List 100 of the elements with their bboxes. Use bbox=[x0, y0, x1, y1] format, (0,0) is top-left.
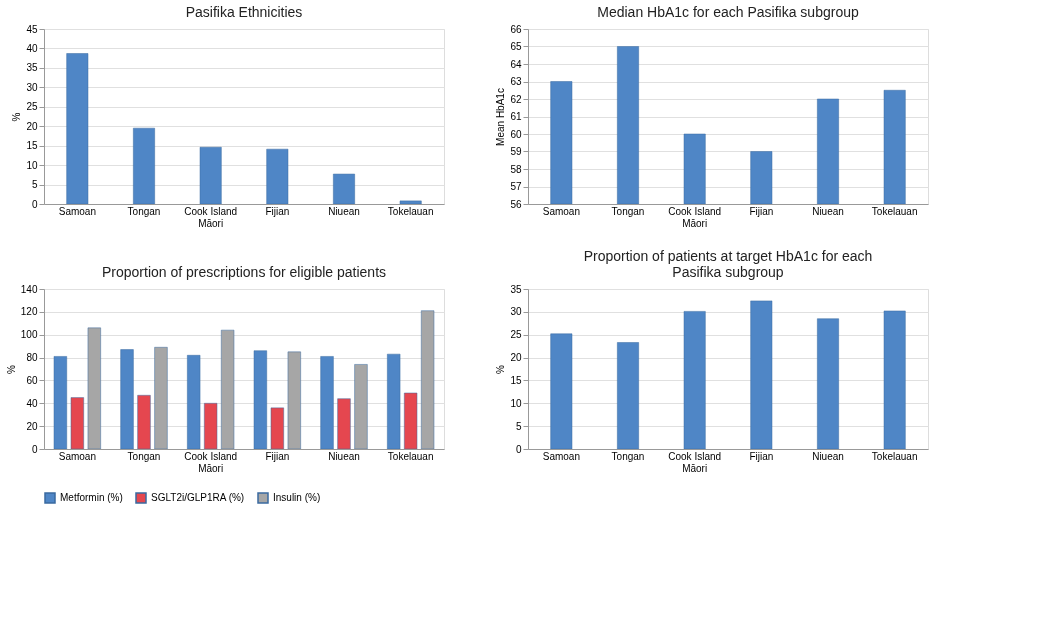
y-tick-label: 5 bbox=[515, 420, 522, 432]
bar bbox=[270, 407, 284, 449]
y-tick-label: 61 bbox=[510, 111, 522, 122]
y-tick-label: 57 bbox=[510, 181, 522, 192]
y-tick-label: 15 bbox=[26, 140, 38, 152]
y-axis-title: % bbox=[11, 112, 23, 122]
y-tick-label: 30 bbox=[510, 306, 522, 318]
x-tick-label: Niuean bbox=[812, 205, 844, 217]
x-tick-label: Fijian bbox=[265, 450, 290, 462]
x-tick-label: Niuean bbox=[328, 205, 360, 217]
bar bbox=[66, 53, 89, 204]
bar bbox=[750, 300, 773, 449]
bar bbox=[133, 127, 155, 204]
bar bbox=[253, 350, 267, 449]
legend-label: Metformin (%) bbox=[60, 492, 123, 503]
x-tick-label: Tokelauan bbox=[871, 450, 918, 462]
x-tick-label: Samoan bbox=[542, 450, 580, 462]
bar bbox=[187, 355, 201, 449]
x-tick-label: Tongan bbox=[127, 205, 161, 217]
y-tick-label: 59 bbox=[510, 146, 522, 157]
bar bbox=[221, 329, 235, 449]
x-tick-label: Fijian bbox=[749, 205, 774, 217]
y-tick-label: 80 bbox=[26, 352, 38, 364]
x-tick-label: Tokelauan bbox=[387, 205, 434, 217]
y-tick-label: 120 bbox=[20, 306, 38, 318]
chart-title: Pasifika Ethnicities bbox=[185, 4, 303, 20]
y-tick-label: 40 bbox=[26, 397, 38, 409]
y-tick-label: 64 bbox=[510, 58, 522, 70]
y-tick-label: 20 bbox=[510, 352, 522, 364]
bar bbox=[70, 397, 84, 449]
x-tick-label: Tongan bbox=[611, 205, 645, 217]
x-tick-label: Niuean bbox=[812, 450, 844, 462]
bar bbox=[266, 148, 289, 204]
y-tick-label: 20 bbox=[26, 120, 38, 132]
y-tick-label: 35 bbox=[510, 283, 522, 295]
bar bbox=[287, 351, 301, 449]
chart-title: Median HbA1c for each Pasifika subgroup bbox=[597, 4, 859, 20]
x-tick-label: Fijian bbox=[749, 450, 774, 462]
y-tick-label: 0 bbox=[515, 443, 522, 455]
y-tick-label: 58 bbox=[510, 163, 522, 175]
y-tick-label: 10 bbox=[26, 159, 38, 171]
x-tick-label: Tokelauan bbox=[387, 450, 434, 462]
bar bbox=[550, 333, 573, 449]
x-tick-label: Cook Island Māori bbox=[668, 450, 722, 474]
y-tick-label: 15 bbox=[510, 374, 522, 386]
y-axis-title: % bbox=[5, 364, 17, 374]
x-tick-label: Niuean bbox=[328, 450, 360, 462]
y-tick-label: 20 bbox=[26, 420, 38, 432]
bar bbox=[199, 146, 222, 204]
bar bbox=[683, 311, 706, 449]
bar bbox=[421, 310, 435, 449]
y-tick-label: 66 bbox=[510, 23, 522, 35]
x-tick-label: Samoan bbox=[58, 450, 96, 462]
x-tick-label: Samoan bbox=[542, 205, 580, 217]
bar bbox=[154, 347, 168, 449]
y-tick-label: 40 bbox=[26, 42, 38, 54]
x-tick-label: Samoan bbox=[58, 205, 96, 217]
bar bbox=[87, 327, 101, 449]
y-tick-label: 45 bbox=[26, 23, 38, 35]
bar bbox=[204, 403, 218, 449]
bar bbox=[354, 364, 368, 449]
y-tick-label: 62 bbox=[510, 93, 522, 105]
y-tick-label: 25 bbox=[26, 101, 38, 113]
chart-title: Proportion of prescriptions for eligible patients bbox=[101, 264, 387, 280]
y-tick-label: 60 bbox=[510, 128, 522, 140]
x-tick-label: Cook Island Māori bbox=[184, 450, 238, 474]
x-tick-label: Tongan bbox=[127, 450, 161, 462]
x-tick-label: Tokelauan bbox=[871, 205, 918, 217]
bar bbox=[387, 353, 401, 449]
legend-label: SGLT2i/GLP1RA (%) bbox=[151, 492, 245, 503]
y-tick-label: 140 bbox=[20, 283, 38, 295]
y-tick-label: 35 bbox=[26, 62, 38, 74]
y-tick-label: 100 bbox=[20, 329, 38, 341]
x-tick-label: Cook Island Māori bbox=[668, 205, 722, 229]
bar bbox=[137, 395, 151, 449]
bar bbox=[53, 356, 67, 449]
y-tick-label: 5 bbox=[31, 179, 38, 191]
bar bbox=[817, 318, 839, 449]
y-tick-label: 63 bbox=[510, 76, 522, 87]
y-tick-label: 56 bbox=[510, 198, 522, 210]
x-tick-label: Cook Island Māori bbox=[184, 205, 238, 229]
y-tick-label: 0 bbox=[31, 198, 38, 210]
bar bbox=[399, 200, 422, 204]
bar bbox=[320, 356, 334, 449]
chart-title: Proportion of patients at target HbA1c for each Pasifika subgroup bbox=[583, 248, 873, 280]
y-axis-title: % bbox=[495, 364, 507, 374]
bar bbox=[883, 310, 906, 449]
bar bbox=[333, 173, 355, 204]
legend-label: Insulin (%) bbox=[273, 492, 321, 503]
bar bbox=[617, 342, 639, 449]
bar bbox=[120, 349, 134, 449]
y-tick-label: 30 bbox=[26, 81, 38, 93]
y-tick-label: 65 bbox=[510, 41, 522, 52]
y-axis-title: Mean HbA1c bbox=[495, 88, 507, 146]
x-tick-label: Tongan bbox=[611, 450, 645, 462]
y-tick-label: 25 bbox=[510, 329, 522, 341]
y-tick-label: 0 bbox=[31, 443, 38, 455]
y-tick-label: 10 bbox=[510, 397, 522, 409]
y-tick-label: 60 bbox=[26, 374, 38, 386]
bar bbox=[337, 398, 351, 449]
